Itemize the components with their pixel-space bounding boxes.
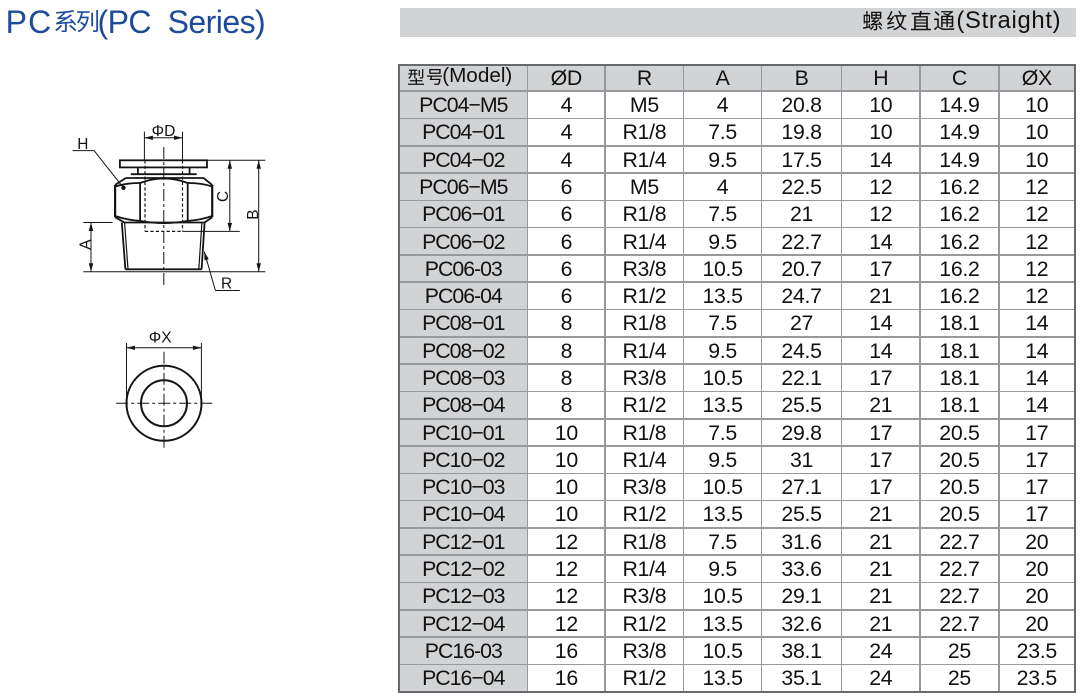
svg-text:R: R xyxy=(221,275,232,292)
svg-text:ΦX: ΦX xyxy=(149,330,172,347)
svg-text:C: C xyxy=(215,191,232,202)
svg-text:A: A xyxy=(77,239,94,250)
svg-text:H: H xyxy=(77,136,88,153)
svg-text:B: B xyxy=(245,209,262,219)
svg-text:ΦD: ΦD xyxy=(152,123,176,140)
